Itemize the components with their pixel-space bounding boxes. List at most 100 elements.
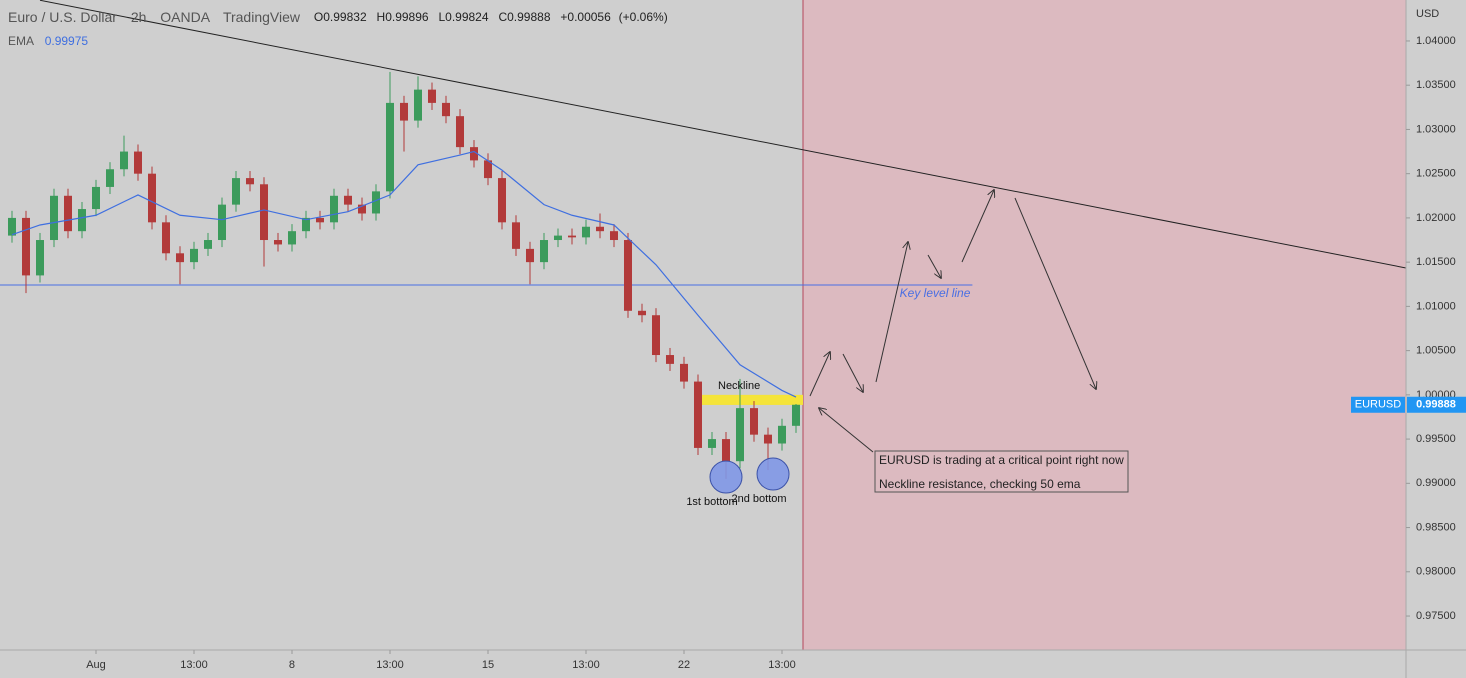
y-tick-label: 0.97500 <box>1416 610 1456 622</box>
candle-body <box>161 222 170 254</box>
platform: TradingView <box>223 9 301 25</box>
candle-body <box>357 204 366 214</box>
candle-body <box>287 231 296 245</box>
ohlc-value: 0.99888 <box>507 10 551 24</box>
candle-body <box>259 184 268 241</box>
broker: OANDA <box>160 9 210 25</box>
candle-body <box>553 235 562 241</box>
ohlc-value: 0.99832 <box>323 10 367 24</box>
future-zone <box>802 0 1406 650</box>
ema-value: 0.99975 <box>45 34 89 48</box>
candle-body <box>623 240 632 311</box>
bottom-marker <box>756 457 790 491</box>
x-tick-label: 13:00 <box>768 659 796 671</box>
note-line: Neckline resistance, checking 50 ema <box>879 477 1081 491</box>
key-level-label: Key level line <box>900 286 971 300</box>
ohlc-label: C <box>498 10 507 24</box>
candle-body <box>371 191 380 214</box>
candle-body <box>679 363 688 382</box>
levels-layer: Key level line <box>0 0 1407 405</box>
symbol-tag-label: EURUSD <box>1355 399 1402 411</box>
candle-body <box>441 102 450 117</box>
x-tick-label: 13:00 <box>180 659 208 671</box>
candle-body <box>78 209 87 232</box>
candle-body <box>231 178 240 205</box>
arrow <box>927 254 941 278</box>
indicator-legend: EMA 0.99975 <box>8 34 88 48</box>
candle-body <box>8 217 17 236</box>
zone-layer <box>802 0 1406 650</box>
change: +0.00056 <box>560 10 611 24</box>
candle-body <box>106 169 115 187</box>
header: Euro / U.S. Dollar 2h OANDA TradingView … <box>8 9 668 25</box>
x-tick-label: 22 <box>678 659 690 671</box>
candle-body <box>203 240 212 249</box>
x-tick-label: 13:00 <box>376 659 404 671</box>
candle-body <box>329 195 338 223</box>
candle-body <box>36 240 45 276</box>
candle-body <box>763 434 772 444</box>
candle-body <box>175 253 184 263</box>
candle-body <box>427 89 436 103</box>
candle-body <box>22 217 31 276</box>
candle-body <box>749 408 758 435</box>
candle-body <box>511 222 520 249</box>
candle-body <box>120 151 129 170</box>
ohlc-label: L <box>438 10 445 24</box>
candle-body <box>50 195 59 241</box>
candle-body <box>609 231 618 241</box>
candle-body <box>92 186 101 210</box>
y-tick-label: 1.02500 <box>1416 168 1456 180</box>
candles-layer <box>8 71 800 479</box>
candle-body <box>497 178 506 223</box>
candle-body <box>399 102 408 121</box>
symbol-title: Euro / U.S. Dollar <box>8 9 117 25</box>
x-tick-label: 13:00 <box>572 659 600 671</box>
ema-name: EMA <box>8 34 34 48</box>
symbol-tag <box>1351 396 1405 413</box>
candle-body <box>693 381 702 448</box>
candle-body <box>301 217 310 232</box>
arrow <box>1014 197 1096 389</box>
price-tag <box>1407 396 1466 413</box>
candle-body <box>651 315 660 356</box>
y-tick-label: 1.04000 <box>1416 35 1456 47</box>
candle-body <box>637 310 646 316</box>
candle-body <box>413 89 422 121</box>
candle-body <box>455 116 464 148</box>
candle-body <box>777 425 786 444</box>
price-tag-label: 0.99888 <box>1416 399 1456 411</box>
change-pct: (+0.06%) <box>619 10 668 24</box>
y-tick-label: 1.02000 <box>1416 212 1456 224</box>
bottom-label: 1st bottom <box>686 496 737 508</box>
y-tick-label: 1.03000 <box>1416 123 1456 135</box>
x-tick-label: 8 <box>289 659 295 671</box>
x-tick-label: Aug <box>86 659 106 671</box>
candle-body <box>273 240 282 245</box>
candle-body <box>64 195 73 232</box>
interval: 2h <box>131 9 147 25</box>
trendline <box>39 0 1407 269</box>
arrow <box>875 242 908 383</box>
ohlc-value: 0.99896 <box>385 10 429 24</box>
candle-body <box>343 195 352 205</box>
note-box <box>874 450 1129 493</box>
candle-body <box>217 204 226 241</box>
candle-body <box>581 226 590 238</box>
candle-body <box>245 178 254 185</box>
candle-body <box>595 226 604 232</box>
candle-body <box>189 248 198 263</box>
neckline-label: Neckline <box>718 380 760 392</box>
arrows <box>809 190 1096 453</box>
candle-body <box>525 248 534 263</box>
y-tick-label: 0.99000 <box>1416 477 1456 489</box>
candle-body <box>735 408 744 462</box>
ohlc-label: H <box>377 10 386 24</box>
arrow <box>819 408 874 453</box>
ohlc-value: 0.99824 <box>445 10 489 24</box>
candle-body <box>483 160 492 179</box>
y-tick-label: 1.01500 <box>1416 256 1456 268</box>
y-tick-label: 0.99500 <box>1416 433 1456 445</box>
